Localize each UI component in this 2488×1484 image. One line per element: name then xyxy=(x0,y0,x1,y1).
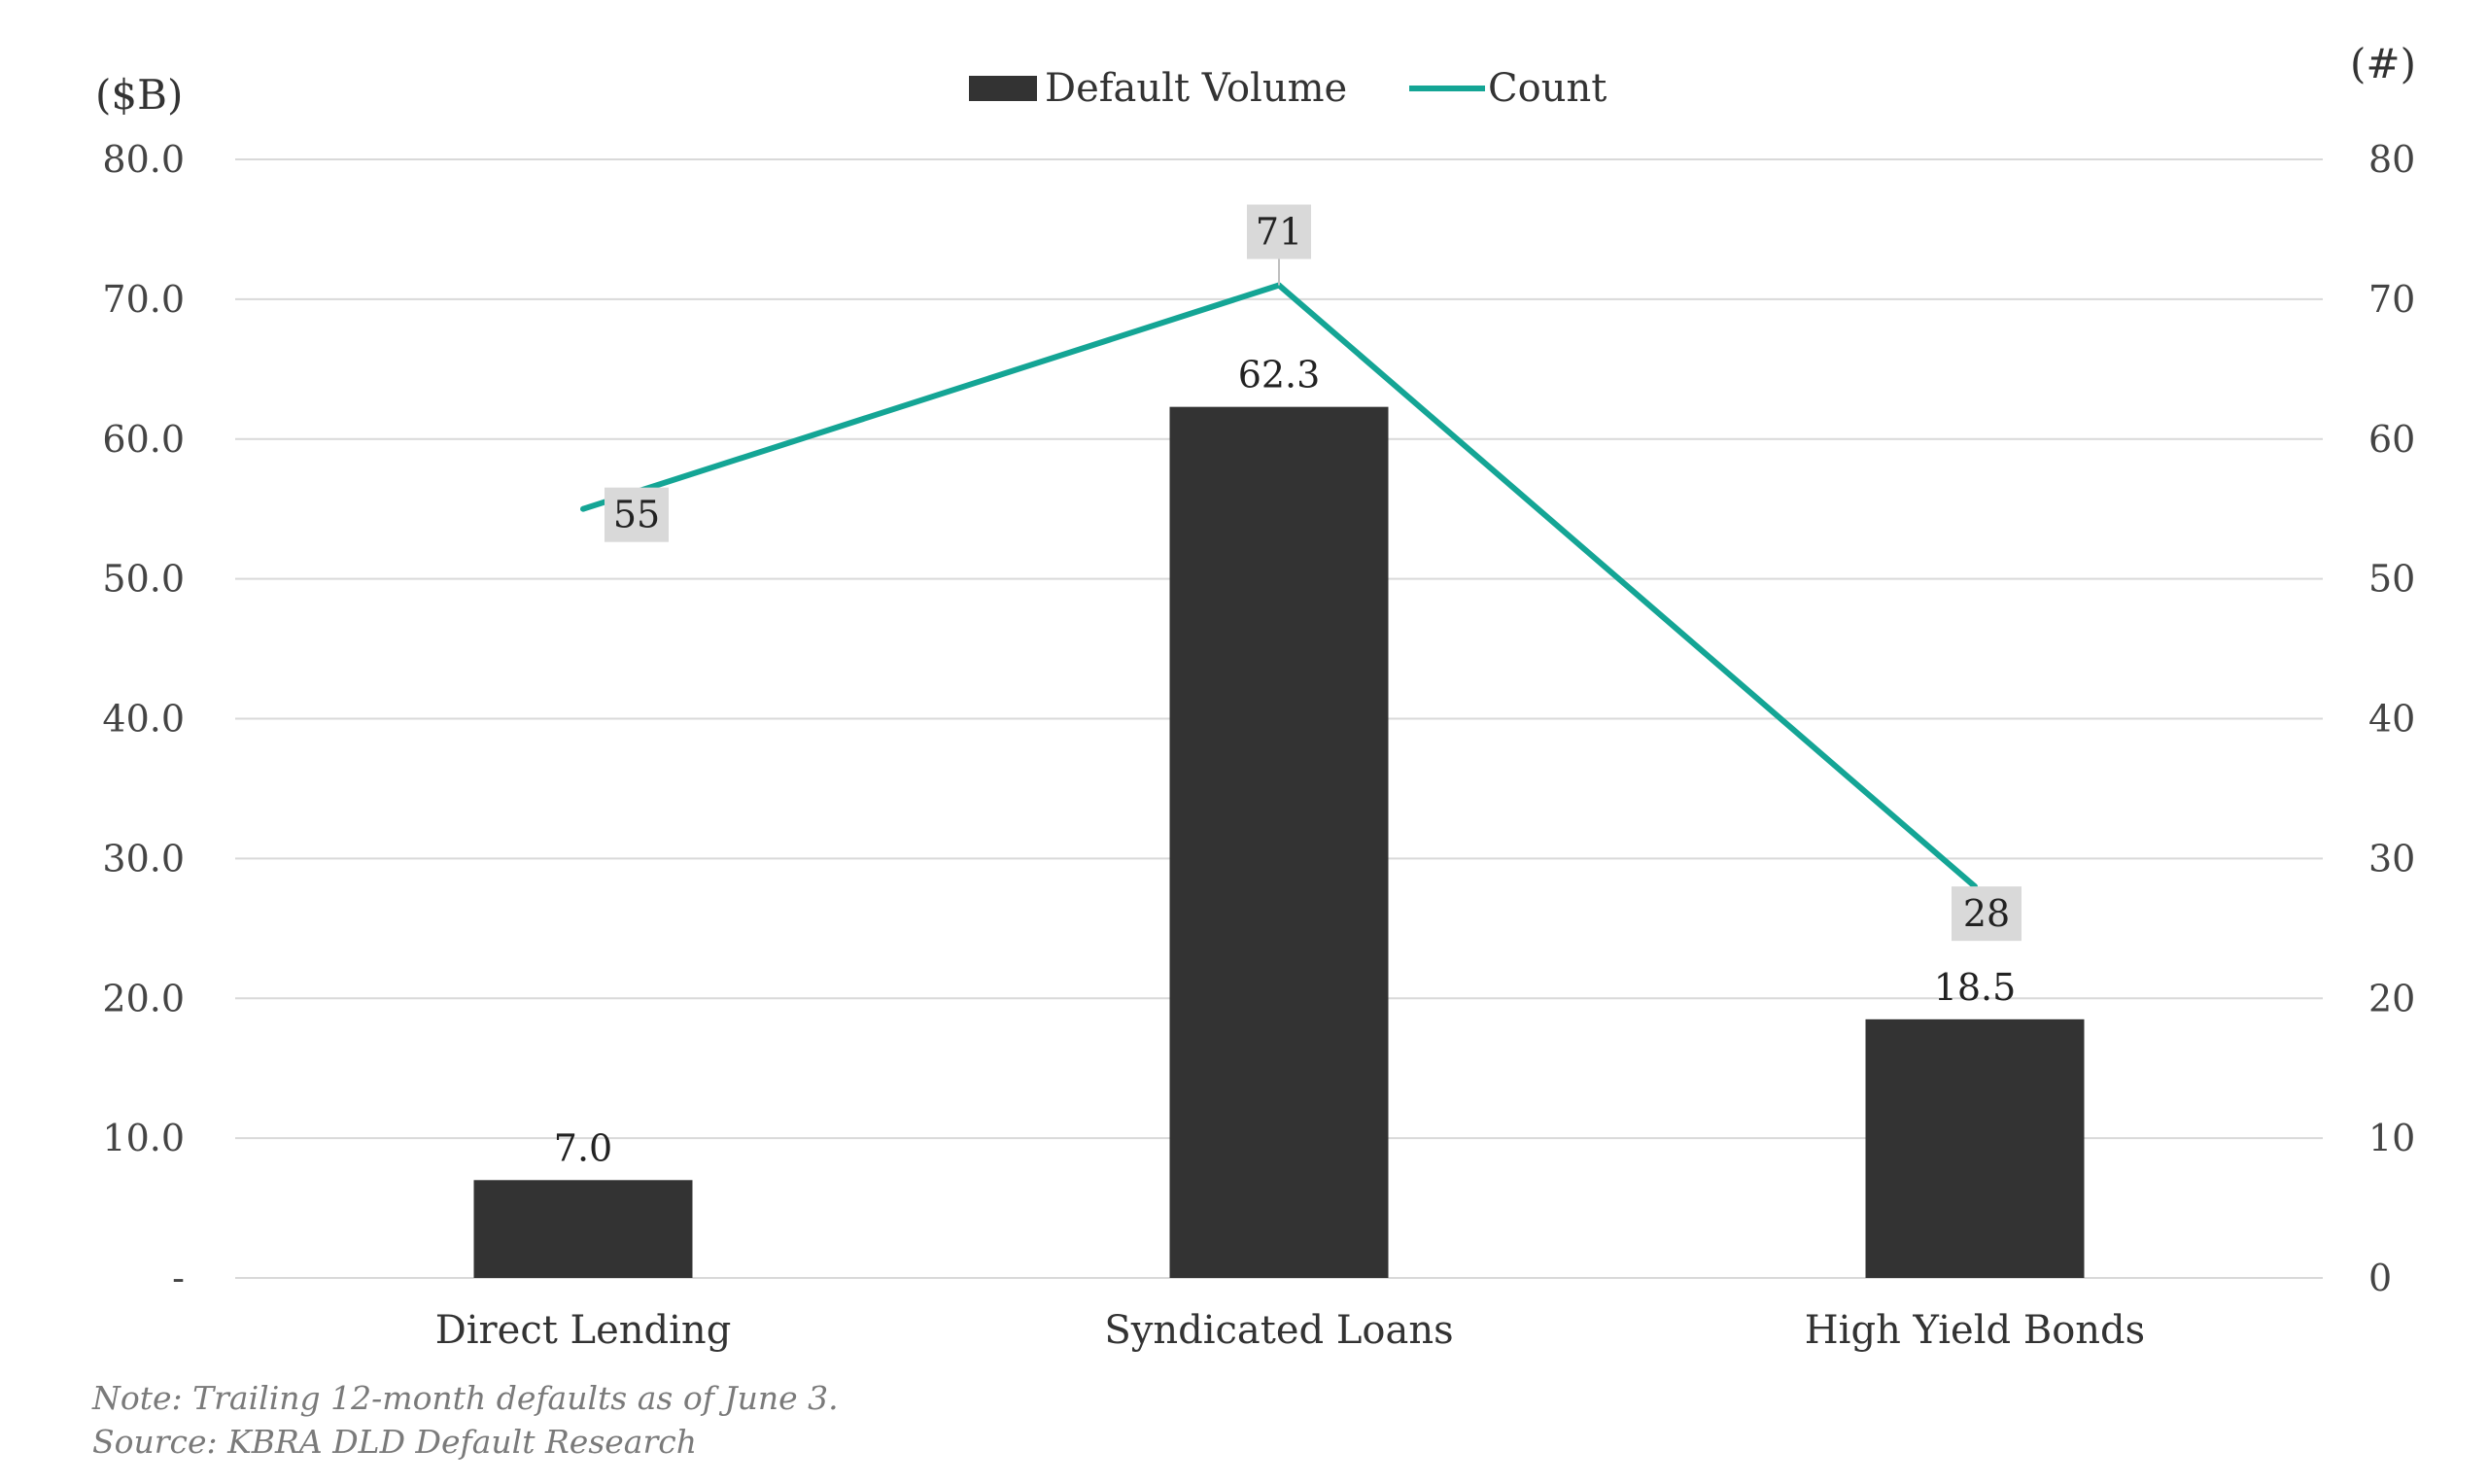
right-axis-tick-label: 20 xyxy=(2368,977,2415,1019)
right-axis-tick-label: 10 xyxy=(2368,1117,2415,1159)
left-axis-tick-label: 50.0 xyxy=(102,558,185,601)
left-axis-tick-label: 60.0 xyxy=(102,418,185,461)
right-axis-tick-label: 80 xyxy=(2368,138,2415,181)
count-label-box xyxy=(1952,886,2022,942)
bar-value-label: 18.5 xyxy=(1934,966,2017,1009)
category-label: Syndicated Loans xyxy=(1104,1308,1453,1353)
right-axis-tick-label: 60 xyxy=(2368,418,2415,461)
right-axis-unit-label: (#) xyxy=(2350,40,2416,87)
right-axis-tick-label: 70 xyxy=(2368,278,2415,321)
legend-default-volume-label: Default Volume xyxy=(1045,66,1347,111)
count-label: 55 xyxy=(605,487,669,542)
count-label: 71 xyxy=(1247,204,1311,286)
count-label: 28 xyxy=(1952,886,2022,942)
left-axis-tick-label: 10.0 xyxy=(102,1117,185,1159)
axes: - 10.0 20.0 30.0 40.0 50.0 60.0 70.0 80.0 0 10 20 30… xyxy=(102,138,2415,1353)
left-axis-tick-label: 40.0 xyxy=(102,698,185,741)
footer-note: Note: Trailing 12-month defaults as of J… xyxy=(91,1379,839,1417)
left-axis-tick-label: 30.0 xyxy=(102,837,185,880)
bars xyxy=(473,406,2085,1278)
category-label: Direct Lending xyxy=(435,1308,732,1353)
right-axis-tick-label: 30 xyxy=(2368,837,2415,880)
count-label-text: 55 xyxy=(613,494,660,536)
count-label-box xyxy=(605,487,669,542)
bar-default-volume xyxy=(473,1180,693,1278)
bar-value-label: 62.3 xyxy=(1238,354,1321,397)
count-label-text: 71 xyxy=(1256,210,1302,253)
category-label: High Yield Bonds xyxy=(1805,1308,2145,1353)
bar-value-label: 7.0 xyxy=(554,1126,612,1169)
count-point xyxy=(580,505,586,512)
left-axis-unit-label: ($B) xyxy=(95,71,183,119)
left-axis-tick-label: - xyxy=(172,1257,185,1299)
left-axis-tick-label: 20.0 xyxy=(102,977,185,1019)
right-axis-tick-label: 40 xyxy=(2368,698,2415,741)
legend-bar-swatch xyxy=(969,76,1037,101)
right-axis-tick-label: 0 xyxy=(2368,1257,2392,1299)
count-label-text: 28 xyxy=(1963,892,2010,935)
left-axis-tick-label: 70.0 xyxy=(102,278,185,321)
count-label-box xyxy=(1247,204,1311,259)
bar-default-volume xyxy=(1169,406,1389,1278)
left-axis-tick-label: 80.0 xyxy=(102,138,185,181)
legend-count-label: Count xyxy=(1488,66,1607,111)
legend: Default Volume Count xyxy=(969,66,1607,111)
bar-default-volume xyxy=(1865,1018,2085,1278)
right-axis-tick-label: 50 xyxy=(2368,558,2415,601)
data-labels: 7.0 62.3 18.5 55 71 28 xyxy=(554,204,2022,1169)
footer-source: Source: KBRA DLD Default Research xyxy=(92,1423,697,1461)
